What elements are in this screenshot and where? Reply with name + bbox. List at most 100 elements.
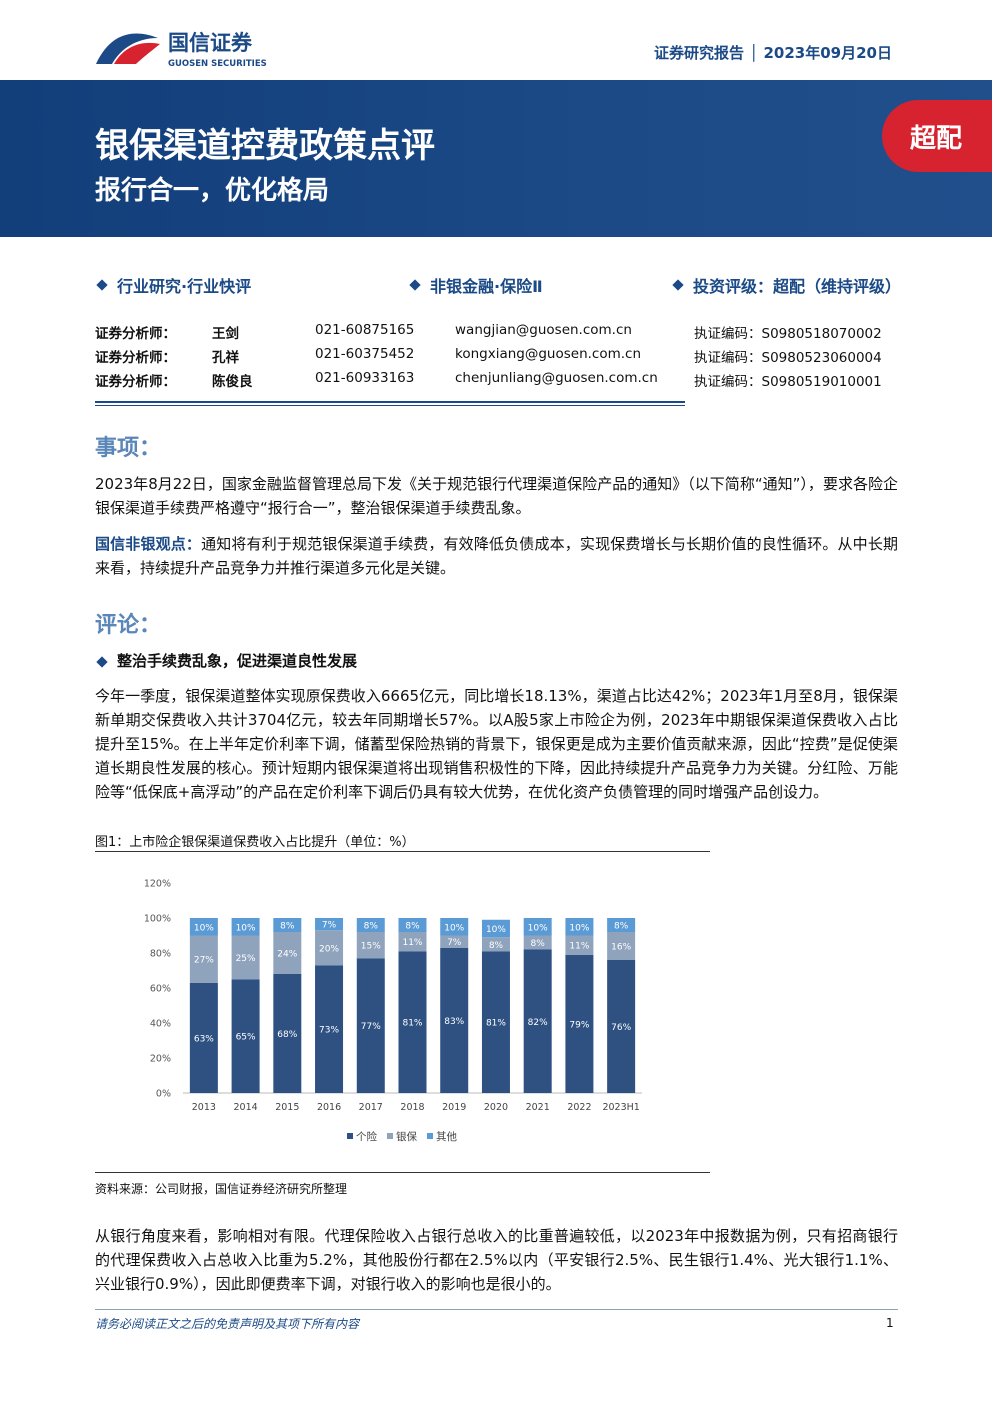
- bar-segment: [398, 951, 427, 1093]
- analyst-cell: 证券分析师：: [95, 374, 176, 390]
- bar-segment: [440, 918, 469, 936]
- x-tick-label: 2020: [484, 1102, 508, 1113]
- bar-segment: [356, 932, 385, 959]
- x-tick-label: 2018: [400, 1102, 424, 1113]
- page-number: 1: [886, 1316, 894, 1330]
- paragraph: 国信非银观点：通知将有利于规范银保渠道手续费，有效降低负债成本，实现保费增长与长…: [95, 532, 898, 580]
- analyst-cell: 陈俊良: [212, 374, 253, 390]
- bar-segment: [607, 960, 636, 1093]
- value-label: 10%: [236, 923, 256, 933]
- x-tick-label: 2021: [526, 1102, 550, 1113]
- analyst-cell: 证券分析师：: [95, 350, 176, 366]
- bar-segment: [565, 954, 594, 1093]
- rule: [95, 405, 685, 406]
- y-tick-label: 20%: [150, 1054, 171, 1065]
- value-label: 20%: [319, 944, 339, 954]
- value-label: 7%: [322, 921, 337, 931]
- value-label: 82%: [528, 1018, 548, 1028]
- value-label: 8%: [405, 922, 420, 932]
- bar-segment: [440, 935, 469, 948]
- legend-label: 个险: [356, 1130, 377, 1143]
- value-label: 11%: [569, 942, 589, 952]
- report-info: 证券研究报告 │ 2023年09月20日: [654, 44, 892, 62]
- bar-segment: [607, 918, 636, 932]
- legend-swatch: [387, 1133, 393, 1139]
- value-label: 10%: [528, 923, 548, 933]
- bar-segment: [523, 949, 552, 1093]
- legend-swatch: [347, 1133, 353, 1139]
- section-heading: 事项：: [95, 436, 162, 461]
- subtitle: 报行合一，优化格局: [95, 176, 330, 206]
- bar-segment: [607, 932, 636, 960]
- y-tick-label: 60%: [150, 984, 171, 995]
- value-label: 10%: [486, 925, 506, 935]
- bar-segment: [189, 982, 218, 1093]
- value-label: 8%: [489, 941, 504, 951]
- value-label: 10%: [569, 923, 589, 933]
- x-tick-label: 2017: [359, 1102, 383, 1113]
- analyst-cell: 021-60375452: [315, 346, 415, 362]
- value-label: 27%: [194, 956, 214, 966]
- bullet-heading: 整治手续费乱象，促进渠道良性发展: [117, 652, 358, 670]
- value-label: 81%: [486, 1019, 506, 1029]
- value-label: 65%: [236, 1033, 256, 1043]
- paragraph: 今年一季度，银保渠道整体实现原保费收入6665亿元，同比增长18.13%，渠道占…: [95, 687, 898, 801]
- x-tick-label: 2023H1: [602, 1102, 639, 1113]
- analyst-cell: chenjunliang@guosen.com.cn: [455, 370, 658, 386]
- value-label: 10%: [194, 923, 214, 933]
- analyst-cell: 执证编码：S0980518070002: [694, 326, 882, 342]
- value-label: 15%: [361, 942, 381, 952]
- value-label: 73%: [319, 1026, 339, 1036]
- bar-segment: [398, 932, 427, 952]
- value-label: 68%: [277, 1030, 297, 1040]
- view-label: 国信非银观点：: [95, 535, 202, 553]
- rating-badge: 超配: [910, 124, 963, 154]
- diamond: [96, 279, 108, 291]
- y-tick-label: 0%: [156, 1089, 171, 1100]
- x-tick-label: 2014: [233, 1102, 257, 1113]
- title: 银保渠道控费政策点评: [95, 126, 435, 166]
- bar-segment: [315, 930, 344, 966]
- bar-segment: [273, 932, 302, 974]
- analyst-cell: 证券分析师：: [95, 326, 176, 342]
- analyst-cell: wangjian@guosen.com.cn: [455, 322, 632, 338]
- bar-segment: [315, 918, 344, 931]
- bar-segment: [231, 979, 260, 1093]
- value-label: 24%: [277, 950, 297, 960]
- value-label: 7%: [447, 938, 462, 948]
- analyst-cell: 021-60933163: [315, 370, 415, 386]
- value-label: 83%: [444, 1017, 464, 1027]
- value-label: 8%: [614, 922, 629, 932]
- bar-segment: [189, 918, 218, 936]
- y-tick-label: 120%: [144, 879, 171, 890]
- bar-segment: [481, 951, 510, 1093]
- rating-badge-bg: [882, 100, 992, 172]
- logo-mark: [114, 42, 160, 64]
- logo-en: GUOSEN SECURITIES: [168, 59, 267, 69]
- value-label: 79%: [569, 1020, 589, 1030]
- bar-segment: [315, 965, 344, 1093]
- legend-swatch: [427, 1133, 433, 1139]
- value-label: 76%: [611, 1023, 631, 1033]
- view-text: 通知将有利于规范银保渠道手续费，有效降低负债成本，实现保费增长与长期价值的良性循…: [95, 535, 898, 577]
- value-label: 81%: [402, 1019, 422, 1029]
- x-tick-label: 2015: [275, 1102, 299, 1113]
- bar-segment: [273, 918, 302, 932]
- analyst-cell: kongxiang@guosen.com.cn: [455, 346, 642, 362]
- bar-segment: [565, 918, 594, 936]
- analyst-cell: 执证编码：S0980523060004: [694, 350, 882, 366]
- logo: 国信证券 GUOSEN SECURITIES: [96, 31, 267, 69]
- x-tick-label: 2016: [317, 1102, 341, 1113]
- paragraph: 2023年8月22日，国家金融监督管理总局下发《关于规范银行代理渠道保险产品的通…: [95, 475, 898, 517]
- bar-segment: [523, 918, 552, 936]
- value-label: 16%: [611, 943, 631, 953]
- bar-segment: [481, 937, 510, 952]
- bar-segment: [565, 935, 594, 955]
- diamond: [672, 279, 684, 291]
- value-label: 77%: [361, 1022, 381, 1032]
- y-tick-label: 100%: [144, 914, 171, 925]
- bar-segment: [398, 918, 427, 932]
- x-tick-label: 2022: [567, 1102, 591, 1113]
- y-tick-label: 40%: [150, 1019, 171, 1030]
